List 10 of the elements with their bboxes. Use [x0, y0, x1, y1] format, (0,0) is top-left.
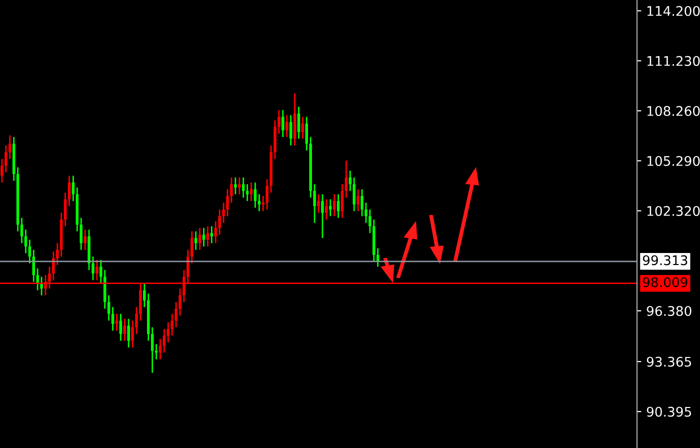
y-tick-label: 96.380 [646, 306, 692, 316]
y-tick-label: 102.320 [647, 206, 700, 216]
ref-line-label: 99.313 [642, 255, 688, 266]
y-tick-label: 114.200 [647, 6, 700, 16]
y-tick-label: 105.290 [647, 156, 700, 166]
y-tick-label: 90.395 [646, 406, 692, 417]
y-tick-label: 108.260 [647, 106, 700, 116]
y-tick-label: 111.230 [647, 56, 700, 66]
y-tick-label: 93.365 [646, 356, 692, 367]
ref-line-label: 98.009 [642, 277, 688, 288]
